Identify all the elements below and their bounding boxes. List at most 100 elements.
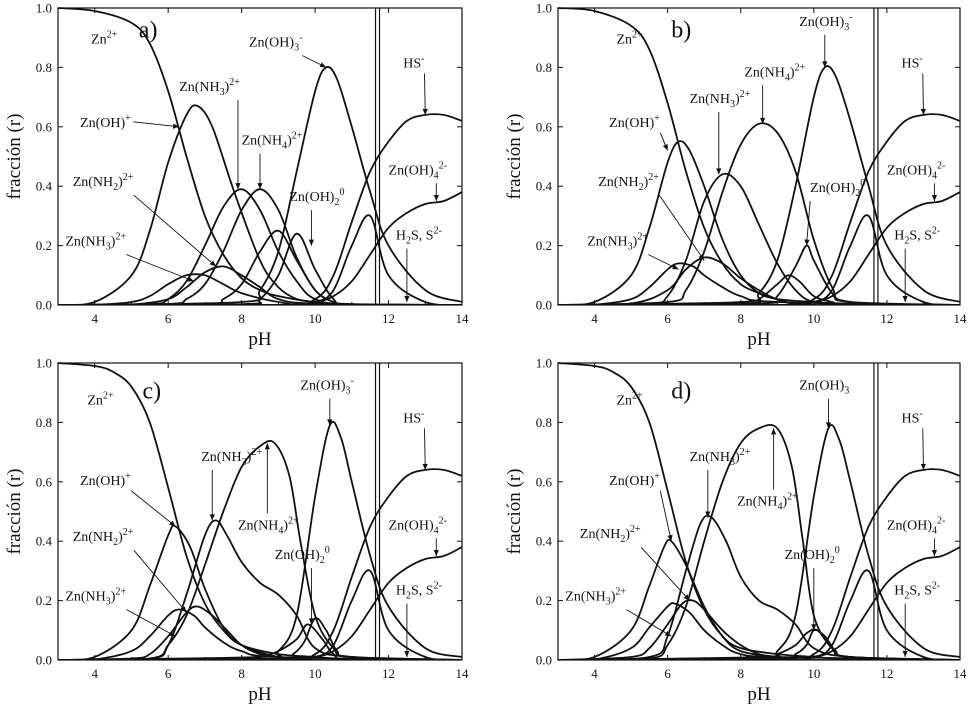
arrow-head-icon [235, 183, 241, 190]
species-annotation: HS- [902, 53, 923, 71]
annotation-leader [626, 609, 672, 637]
series-line-zn-nh3-4-2- [558, 122, 960, 305]
x-tick-label: 12 [880, 666, 893, 681]
species-annotation: Zn(NH3)2+ [201, 447, 262, 468]
x-tick-label: 10 [309, 666, 322, 681]
arrow-head-icon [187, 276, 194, 282]
species-annotation: Zn(OH)20 [289, 187, 344, 208]
species-annotation: H2S, S2- [396, 226, 442, 247]
species-annotation: Zn2+ [87, 391, 114, 409]
panel-label: a) [139, 18, 158, 44]
y-tick-label: 0.8 [36, 60, 52, 75]
y-tick-label: 0.0 [36, 653, 52, 668]
species-annotation: Zn(NH4)2+ [242, 131, 303, 152]
species-annotation: Zn(NH4)2+ [737, 492, 798, 513]
x-tick-label: 8 [737, 311, 744, 326]
series-line-zn-oh-3- [558, 65, 960, 305]
y-axis-label: fracción (r) [504, 469, 525, 555]
species-annotation: H2S, S2- [894, 226, 940, 247]
y-tick-label: 0.6 [36, 119, 53, 134]
arrow-head-icon [902, 651, 908, 658]
species-annotation: Zn(OH)20 [275, 545, 330, 566]
species-annotation: Zn(OH)20 [810, 178, 865, 199]
series-group [58, 362, 462, 660]
species-annotation: Zn(OH)20 [785, 545, 840, 566]
arrow-head-icon [209, 514, 215, 521]
species-annotation: Zn(OH)42- [887, 515, 945, 536]
arrow-head-icon [209, 260, 216, 267]
arrow-head-icon [664, 630, 672, 637]
y-tick-label: 1.0 [536, 1, 552, 16]
species-annotation: Zn2+ [91, 30, 118, 48]
species-annotation: Zn(OH)3- [249, 33, 302, 54]
arrow-head-icon [698, 254, 705, 261]
x-tick-label: 6 [664, 311, 671, 326]
annotation-leader [659, 490, 672, 542]
arrow-head-icon [308, 239, 315, 246]
plot-frame [57, 362, 463, 661]
x-axis-label: pH [248, 684, 272, 705]
species-annotation: Zn(OH)3 [799, 379, 849, 397]
arrow-head-icon [716, 168, 722, 175]
annotation-leader [424, 73, 426, 115]
annotation-leader [424, 428, 426, 470]
y-tick-label: 0.6 [536, 474, 553, 489]
x-tick-label: 6 [165, 666, 172, 681]
arrow-head-icon [902, 296, 908, 303]
arrow-head-icon [760, 117, 766, 124]
arrow-head-icon [931, 550, 938, 557]
annotation-leader [126, 254, 195, 282]
species-annotation: Zn(OH)42- [887, 160, 945, 181]
arrow-head-icon [327, 419, 333, 426]
species-annotation: Zn(OH)+ [80, 471, 131, 489]
species-annotation: Zn2+ [616, 391, 643, 409]
arrow-head-icon [257, 183, 263, 190]
species-annotation: Zn(NH2)2+ [73, 527, 134, 548]
x-tick-label: 8 [737, 666, 744, 681]
series-line-zn-oh-3- [58, 420, 462, 660]
y-tick-label: 1.0 [536, 356, 552, 371]
y-tick-label: 0.2 [536, 238, 552, 253]
arrow-head-icon [662, 144, 668, 151]
annotation-leader [133, 549, 187, 613]
panel-label: b) [671, 18, 691, 44]
species-annotation: Zn(NH2)2+ [73, 172, 134, 193]
species-annotation: Zn(NH2)2+ [598, 172, 659, 193]
series-line-zn2- [58, 362, 462, 660]
x-tick-label: 12 [382, 311, 395, 326]
x-axis-label: pH [747, 329, 771, 350]
arrow-head-icon [264, 443, 270, 450]
annotation-leader [640, 546, 690, 601]
panel-d: 4 6 8 10 12 14 0.0 0.2 0.4 0.6 0.8 1.0 pH fracción (r… [504, 356, 967, 706]
species-annotation: Zn(NH2)2+ [580, 524, 641, 545]
annotation-leader [922, 73, 924, 115]
x-tick-label: 10 [309, 311, 322, 326]
species-annotation: H2S, S2- [396, 581, 442, 602]
x-tick-label: 6 [165, 311, 172, 326]
y-tick-label: 0.8 [36, 415, 52, 430]
arrow-head-icon [920, 463, 926, 470]
y-tick-label: 0.4 [536, 534, 553, 549]
arrow-head-icon [319, 62, 327, 68]
arrow-head-icon [672, 264, 679, 270]
y-tick-label: 0.0 [536, 298, 552, 313]
species-annotation: Zn(OH)+ [609, 471, 660, 489]
panel-label: c) [142, 379, 161, 405]
arrow-head-icon [433, 195, 439, 202]
species-annotation: Zn(NH4)2+ [238, 515, 299, 536]
species-annotation: HS- [902, 408, 923, 426]
species-annotation: H2S, S2- [894, 581, 940, 602]
species-annotation: Zn(NH3)2+ [587, 232, 648, 253]
arrow-head-icon [169, 631, 176, 637]
species-annotation: Zn2+ [616, 30, 643, 48]
y-tick-label: 0.2 [36, 238, 52, 253]
species-annotation: Zn(NH3)2+ [65, 232, 126, 253]
x-axis-label: pH [248, 329, 272, 350]
species-annotation: Zn(OH)3- [300, 376, 353, 397]
annotation-leader [133, 121, 180, 128]
x-tick-label: 4 [91, 666, 98, 681]
species-annotation: Zn(NH3)2+ [690, 89, 751, 110]
x-tick-label: 10 [807, 311, 820, 326]
arrow-head-icon [180, 606, 187, 613]
